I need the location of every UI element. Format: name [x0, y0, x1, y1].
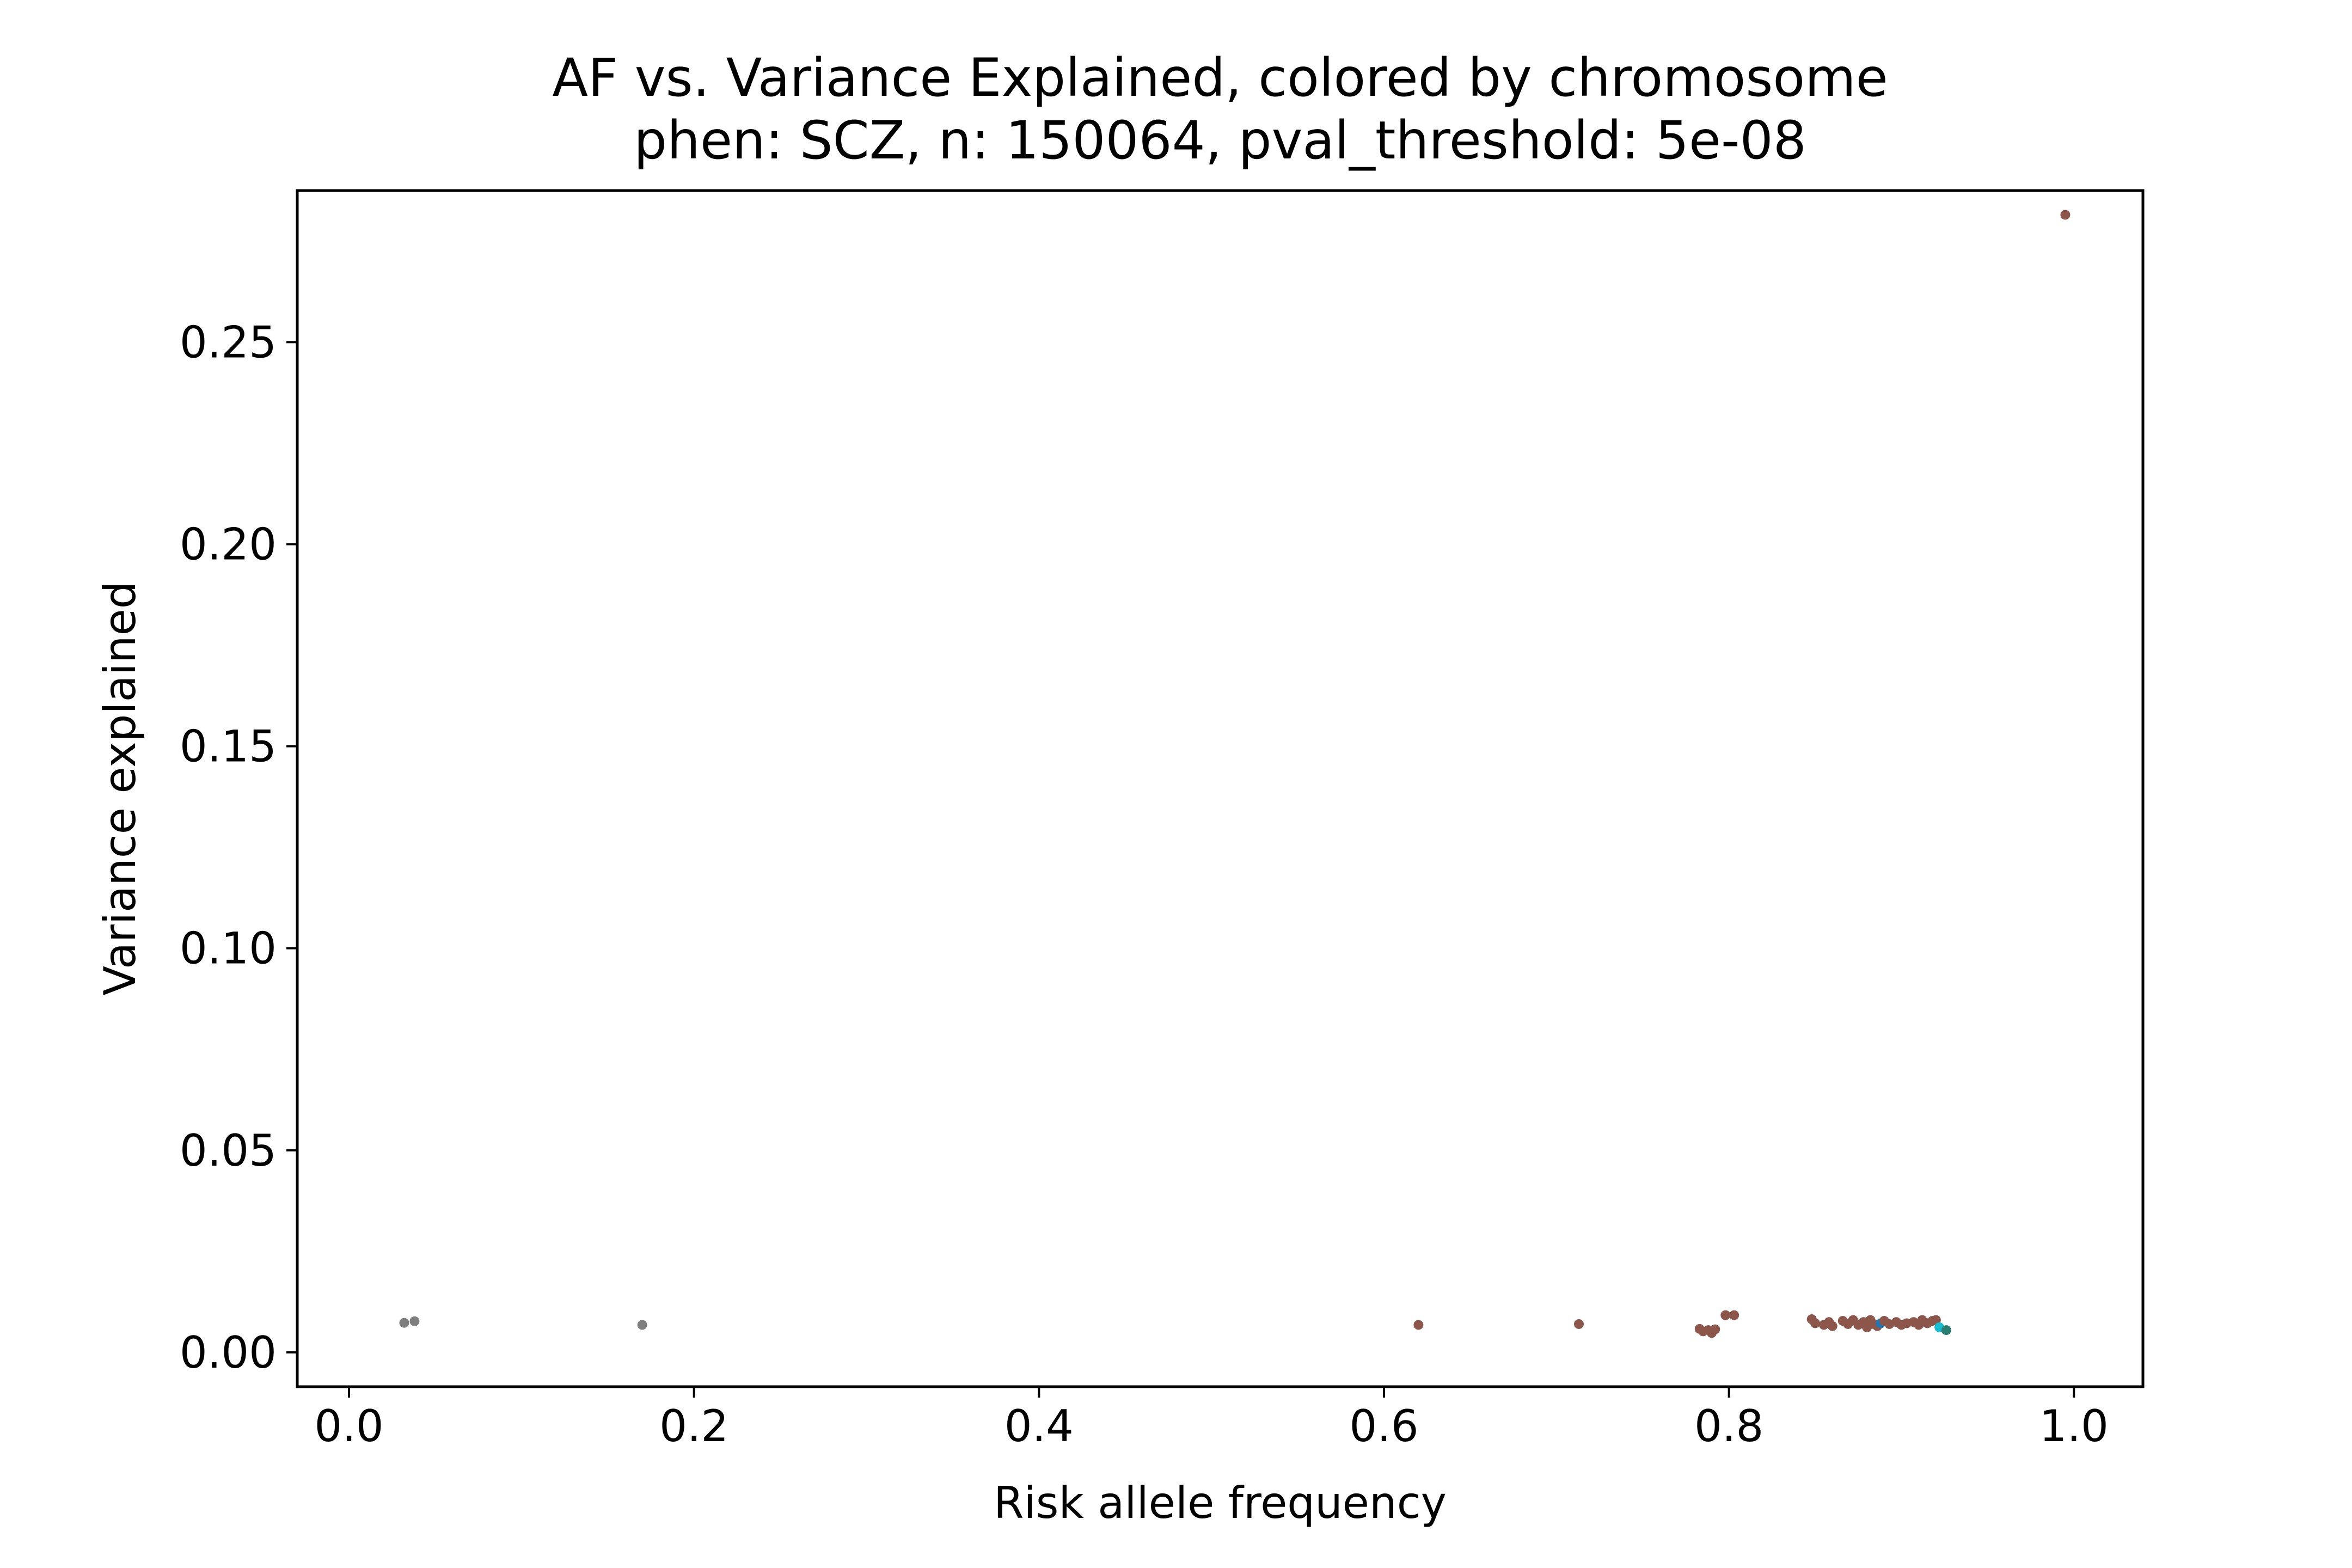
data-point: [1827, 1321, 1837, 1331]
data-point: [1729, 1310, 1739, 1320]
x-axis-label: Risk allele frequency: [994, 1478, 1447, 1528]
data-point: [399, 1318, 409, 1328]
y-tick-label: 0.00: [180, 1327, 277, 1378]
y-tick-label: 0.15: [180, 721, 277, 772]
x-tick-label: 0.8: [1694, 1401, 1763, 1451]
x-tick-label: 0.2: [659, 1401, 728, 1451]
y-tick-label: 0.20: [180, 519, 277, 569]
chart-subtitle: phen: SCZ, n: 150064, pval_threshold: 5e…: [634, 110, 1806, 171]
data-point: [1931, 1315, 1941, 1325]
data-point: [1810, 1318, 1821, 1328]
x-tick-label: 0.6: [1349, 1401, 1418, 1451]
data-point: [637, 1320, 647, 1330]
data-point: [1941, 1325, 1951, 1336]
x-tick-label: 0.4: [1004, 1401, 1074, 1451]
data-point: [2060, 210, 2071, 220]
x-tick-label: 1.0: [2039, 1401, 2109, 1451]
data-point: [1573, 1319, 1584, 1329]
x-axis-ticks: 0.0 0.2 0.4 0.6 0.8 1.0: [314, 1387, 2109, 1451]
y-axis-ticks: 0.00 0.05 0.10 0.15 0.20 0.25: [180, 317, 297, 1378]
data-point: [1720, 1310, 1731, 1320]
data-point: [1710, 1324, 1720, 1334]
data-points: [399, 210, 2071, 1338]
data-point: [409, 1316, 420, 1326]
data-point: [1413, 1320, 1424, 1330]
chart-title: AF vs. Variance Explained, colored by ch…: [552, 47, 1888, 108]
y-tick-label: 0.25: [180, 317, 277, 367]
y-tick-label: 0.10: [180, 923, 277, 974]
x-tick-label: 0.0: [314, 1401, 383, 1451]
plot-area-frame: [296, 189, 2145, 1388]
y-tick-label: 0.05: [180, 1125, 277, 1176]
y-axis-label: Variance explained: [95, 581, 145, 995]
